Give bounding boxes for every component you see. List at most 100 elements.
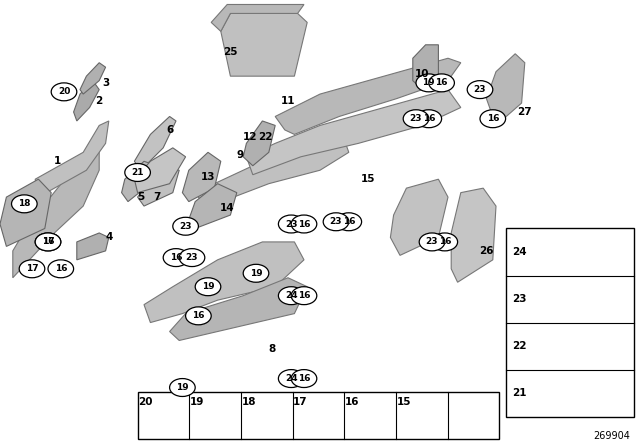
Text: 5: 5 <box>137 192 145 202</box>
Polygon shape <box>122 161 157 202</box>
Text: 21: 21 <box>513 388 527 398</box>
Polygon shape <box>413 45 438 90</box>
Circle shape <box>12 195 37 213</box>
Circle shape <box>173 217 198 235</box>
Text: 19: 19 <box>176 383 189 392</box>
Circle shape <box>163 249 189 267</box>
FancyBboxPatch shape <box>506 228 634 417</box>
Text: 16: 16 <box>342 217 355 226</box>
Polygon shape <box>170 278 307 340</box>
Text: 18: 18 <box>241 397 256 407</box>
Text: 10: 10 <box>415 69 429 79</box>
Circle shape <box>51 83 77 101</box>
Polygon shape <box>243 121 275 166</box>
Circle shape <box>195 278 221 296</box>
Text: 14: 14 <box>220 203 234 213</box>
Text: 16: 16 <box>170 253 182 262</box>
Polygon shape <box>486 54 525 125</box>
Circle shape <box>432 233 458 251</box>
Text: 3: 3 <box>102 78 109 88</box>
Text: 6: 6 <box>166 125 173 135</box>
Polygon shape <box>182 152 221 202</box>
Polygon shape <box>77 233 109 260</box>
Text: 22: 22 <box>513 341 527 351</box>
Polygon shape <box>221 13 307 76</box>
Circle shape <box>416 110 442 128</box>
Text: 23: 23 <box>285 220 298 228</box>
Text: 20: 20 <box>138 397 152 407</box>
Polygon shape <box>275 58 461 134</box>
Text: 16: 16 <box>435 78 448 87</box>
Text: 23: 23 <box>179 222 192 231</box>
Circle shape <box>48 260 74 278</box>
Polygon shape <box>189 184 237 228</box>
Text: 16: 16 <box>298 374 310 383</box>
Text: 22: 22 <box>259 132 273 142</box>
Text: 16: 16 <box>54 264 67 273</box>
Text: 23: 23 <box>410 114 422 123</box>
Text: 23: 23 <box>330 217 342 226</box>
Circle shape <box>19 260 45 278</box>
Text: 16: 16 <box>298 291 310 300</box>
Circle shape <box>323 213 349 231</box>
Circle shape <box>186 307 211 325</box>
Circle shape <box>416 74 442 92</box>
Text: 16: 16 <box>42 237 54 246</box>
Text: 16: 16 <box>192 311 205 320</box>
Circle shape <box>179 249 205 267</box>
Polygon shape <box>451 188 496 282</box>
Polygon shape <box>0 179 51 246</box>
Text: 16: 16 <box>422 114 435 123</box>
Circle shape <box>291 215 317 233</box>
Text: 23: 23 <box>186 253 198 262</box>
Text: 26: 26 <box>479 246 493 256</box>
Circle shape <box>278 215 304 233</box>
Polygon shape <box>246 90 461 175</box>
Text: 11: 11 <box>281 96 295 106</box>
Text: 16: 16 <box>486 114 499 123</box>
Text: 19: 19 <box>190 397 204 407</box>
Text: 19: 19 <box>202 282 214 291</box>
Text: 17: 17 <box>42 237 54 246</box>
Text: 9: 9 <box>236 150 244 159</box>
Text: 13: 13 <box>201 172 215 182</box>
Polygon shape <box>211 4 304 31</box>
FancyBboxPatch shape <box>138 392 499 439</box>
Text: 8: 8 <box>268 345 276 354</box>
Text: 24: 24 <box>285 374 298 383</box>
Polygon shape <box>138 166 179 206</box>
Circle shape <box>278 287 304 305</box>
Circle shape <box>480 110 506 128</box>
Text: 2: 2 <box>95 96 103 106</box>
Polygon shape <box>35 121 109 197</box>
Text: 17: 17 <box>26 264 38 273</box>
Text: 15: 15 <box>396 397 411 407</box>
Circle shape <box>291 370 317 388</box>
Text: 24: 24 <box>285 291 298 300</box>
Polygon shape <box>74 81 99 121</box>
Text: 19: 19 <box>250 269 262 278</box>
Text: 12: 12 <box>243 132 257 142</box>
Polygon shape <box>80 63 106 94</box>
Text: 18: 18 <box>18 199 31 208</box>
Circle shape <box>125 164 150 181</box>
Text: 24: 24 <box>513 247 527 257</box>
Text: 7: 7 <box>153 192 161 202</box>
Text: 17: 17 <box>293 397 308 407</box>
Circle shape <box>291 287 317 305</box>
Polygon shape <box>144 242 304 323</box>
Circle shape <box>419 233 445 251</box>
Circle shape <box>336 213 362 231</box>
Circle shape <box>35 233 61 251</box>
Circle shape <box>429 74 454 92</box>
Polygon shape <box>13 143 99 278</box>
Text: 19: 19 <box>422 78 435 87</box>
Text: 1: 1 <box>54 156 61 166</box>
Circle shape <box>35 233 61 251</box>
Polygon shape <box>134 116 176 170</box>
Text: 27: 27 <box>518 107 532 117</box>
Text: 25: 25 <box>223 47 237 56</box>
Text: 15: 15 <box>361 174 375 184</box>
Polygon shape <box>195 134 349 206</box>
Text: 16: 16 <box>438 237 451 246</box>
